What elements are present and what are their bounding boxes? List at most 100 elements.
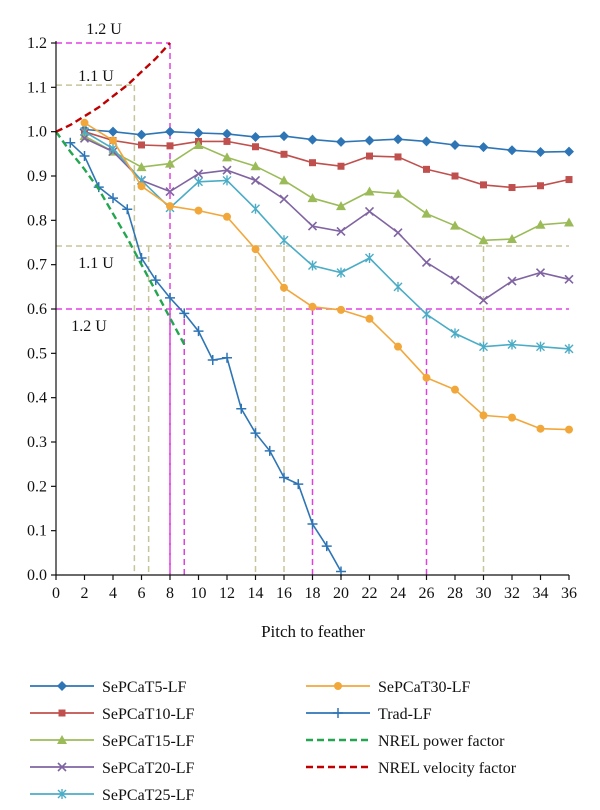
- legend-marker-sepcat30-lf: [334, 682, 342, 690]
- data-point-sepcat20-lf-16: [507, 276, 517, 286]
- data-point-sepcat20-lf-11: [364, 206, 375, 217]
- data-point-sepcat25-lf-6: [222, 175, 232, 186]
- x-axis-label: Pitch to feather: [261, 622, 365, 641]
- data-point-trad-lf-17: [293, 479, 304, 490]
- x-tick-label: 4: [109, 585, 117, 602]
- data-point-trad-lf-2: [79, 151, 90, 162]
- x-tick-label: 0: [52, 585, 60, 602]
- data-point-sepcat30-lf-12: [394, 342, 402, 351]
- data-point-sepcat30-lf-11: [365, 314, 374, 323]
- data-point-sepcat30-lf-13: [422, 373, 431, 382]
- x-tick-label: 2: [81, 585, 89, 602]
- data-point-sepcat15-lf-8: [279, 175, 289, 185]
- legend-label-sepcat20-lf: SePCaT20-LF: [102, 760, 195, 777]
- data-point-sepcat15-lf-12: [393, 188, 403, 198]
- data-point-sepcat5-lf-14: [450, 139, 460, 150]
- data-point-sepcat20-lf-9: [307, 221, 318, 231]
- data-point-sepcat10-lf-17: [537, 182, 544, 190]
- x-tick-label: 26: [419, 585, 435, 602]
- data-point-sepcat10-lf-7: [252, 143, 259, 151]
- legend-item-sepcat25-lf: SePCaT25-LF: [30, 787, 195, 804]
- y-tick-label: 1.0: [27, 124, 47, 141]
- legend: SePCaT5-LF SePCaT10-LF SePCaT15-LF SePCaT20…: [30, 679, 517, 804]
- data-point-trad-lf-11: [207, 354, 218, 365]
- y-tick-label: 0.4: [27, 390, 47, 407]
- data-point-sepcat15-lf-15: [478, 235, 489, 245]
- series-line-sepcat15-lf: [84, 135, 570, 242]
- data-point-trad-lf-12: [222, 352, 232, 363]
- legend-item-nrel-velocity-factor: NREL velocity factor: [306, 760, 517, 777]
- x-tick-label: 10: [191, 585, 207, 602]
- reference-annotations: 1.2 U 1.1 U 1.1 U 1.2 U: [71, 21, 122, 335]
- series-sepcat10-lf: [81, 128, 573, 192]
- axes: 0.0 0.1 0.2 0.3 0.4 0.5 0.6 0.7 0.8 0.9 1.0 1.1 1.2 0…: [27, 35, 577, 602]
- legend-label-sepcat25-lf: SePCaT25-LF: [102, 787, 195, 804]
- series-nrel-velocity-factor: [55, 42, 171, 133]
- data-point-sepcat10-lf-15: [480, 181, 487, 189]
- data-point-sepcat20-lf-18: [564, 274, 574, 284]
- data-point-sepcat20-lf-4: [165, 186, 175, 197]
- data-point-sepcat30-lf-10: [337, 305, 345, 314]
- data-point-sepcat10-lf-4: [166, 142, 174, 150]
- data-point-trad-lf-18: [307, 519, 318, 530]
- x-tick-label: 18: [305, 585, 321, 602]
- reference-lines: [56, 42, 569, 575]
- data-point-sepcat30-lf-2: [109, 136, 117, 145]
- data-point-sepcat30-lf-5: [194, 206, 203, 215]
- x-tick-label: 30: [476, 585, 492, 602]
- data-point-sepcat10-lf-16: [508, 184, 516, 192]
- legend-label-sepcat5-lf: SePCaT5-LF: [102, 679, 187, 696]
- y-tick-label: 1.2: [27, 35, 47, 52]
- series-trad-lf: [65, 137, 346, 577]
- legend-marker-sepcat20-lf: [57, 762, 67, 772]
- data-point-sepcat20-lf-17: [535, 268, 546, 278]
- data-point-sepcat30-lf-17: [536, 424, 545, 433]
- data-point-sepcat5-lf-7: [250, 131, 261, 142]
- x-tick-label: 28: [447, 585, 463, 602]
- data-point-trad-lf-15: [264, 445, 275, 456]
- data-point-sepcat5-lf-8: [279, 131, 289, 142]
- x-tick-label: 36: [561, 585, 577, 602]
- y-tick-label: 0.6: [27, 301, 47, 318]
- y-tick-label: 0.5: [27, 345, 47, 362]
- data-point-sepcat25-lf-8: [279, 235, 289, 246]
- data-point-sepcat30-lf-8: [280, 283, 288, 292]
- data-point-sepcat10-lf-9: [309, 159, 316, 167]
- y-tick-label: 0.1: [27, 523, 47, 540]
- data-point-sepcat10-lf-14: [451, 172, 459, 180]
- data-point-trad-lf-6: [136, 253, 147, 264]
- data-point-sepcat10-lf-8: [280, 150, 288, 158]
- data-point-sepcat20-lf-5: [193, 169, 204, 179]
- data-point-sepcat30-lf-9: [308, 302, 317, 311]
- data-point-trad-lf-7: [150, 275, 161, 286]
- data-point-sepcat25-lf-11: [365, 253, 374, 264]
- legend-label-nrel-power-factor: NREL power factor: [378, 733, 505, 750]
- y-tick-label: 0.7: [27, 257, 47, 274]
- data-point-sepcat25-lf-16: [507, 339, 517, 350]
- legend-marker-sepcat15-lf: [57, 735, 67, 744]
- x-tick-label: 24: [390, 585, 406, 602]
- data-point-sepcat15-lf-11: [364, 186, 375, 196]
- legend-item-sepcat10-lf: SePCaT10-LF: [30, 706, 195, 723]
- data-point-sepcat20-lf-1: [79, 133, 90, 143]
- legend-item-sepcat15-lf: SePCaT15-LF: [30, 733, 195, 750]
- legend-label-trad-lf: Trad-LF: [378, 706, 432, 723]
- x-tick-label: 12: [219, 585, 235, 602]
- data-point-sepcat15-lf-6: [222, 152, 232, 162]
- data-point-sepcat25-lf-12: [393, 281, 403, 292]
- x-tick-label: 6: [138, 585, 146, 602]
- series-line-sepcat10-lf: [84, 130, 570, 189]
- series-nrel-power-factor: [55, 130, 186, 346]
- series-line-sepcat30-lf: [84, 122, 570, 431]
- x-tick-label: 34: [533, 585, 549, 602]
- legend-item-nrel-power-factor: NREL power factor: [306, 733, 505, 750]
- x-tick-label: 8: [166, 585, 174, 602]
- data-point-sepcat5-lf-15: [478, 142, 489, 153]
- data-point-trad-lf-13: [236, 403, 247, 414]
- x-tick-label: 14: [248, 585, 264, 602]
- data-point-sepcat15-lf-9: [307, 193, 318, 203]
- data-point-sepcat25-lf-13: [422, 309, 431, 320]
- data-point-sepcat25-lf-5: [194, 176, 203, 187]
- data-point-sepcat30-lf-15: [479, 411, 488, 420]
- data-point-sepcat20-lf-8: [279, 194, 289, 204]
